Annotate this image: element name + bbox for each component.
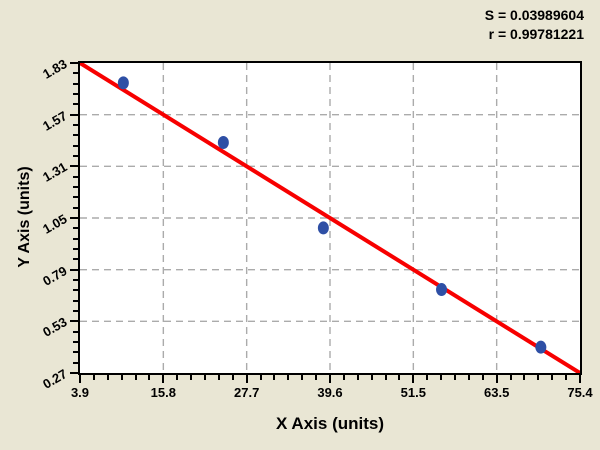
x-minor-tick [440, 375, 443, 380]
x-minor-tick [148, 375, 151, 380]
data-point [436, 283, 448, 297]
y-major-tick [70, 320, 78, 323]
y-minor-tick [73, 258, 78, 261]
x-minor-tick [356, 375, 359, 380]
y-tick-label: 1.57 [40, 107, 70, 134]
x-tick-label: 27.7 [234, 385, 260, 400]
y-minor-tick [73, 196, 78, 199]
x-minor-tick [537, 375, 540, 380]
x-tick-label: 3.9 [70, 385, 90, 400]
y-minor-tick [73, 227, 78, 230]
x-major-tick [495, 375, 498, 383]
x-minor-tick [384, 375, 387, 380]
x-minor-tick [398, 375, 401, 380]
x-tick-label: 75.4 [567, 385, 593, 400]
y-major-tick [70, 113, 78, 116]
y-minor-tick [73, 134, 78, 137]
x-minor-tick [190, 375, 193, 380]
y-minor-tick [73, 144, 78, 147]
y-tick-label: 0.53 [40, 314, 70, 341]
r-value-text: r = 0.99781221 [488, 26, 584, 42]
y-minor-tick [73, 82, 78, 85]
x-minor-tick [120, 375, 123, 380]
plot-area [78, 61, 582, 375]
y-minor-tick [73, 186, 78, 188]
x-minor-tick [454, 375, 456, 380]
x-minor-tick [481, 375, 484, 380]
x-minor-tick [565, 375, 568, 380]
x-minor-tick [370, 375, 373, 380]
y-minor-tick [73, 93, 78, 95]
x-axis-title: X Axis (units) [276, 414, 384, 433]
x-minor-tick [523, 375, 526, 380]
data-point [535, 340, 547, 354]
fit-statistics: S = 0.03989604 r = 0.99781221 [485, 6, 584, 44]
x-major-tick [412, 375, 415, 383]
y-minor-tick [73, 72, 78, 75]
chart-canvas [80, 63, 580, 373]
y-major-tick [70, 165, 78, 168]
y-minor-tick [73, 289, 78, 292]
x-tick-label: 39.6 [317, 385, 343, 400]
x-minor-tick [92, 375, 95, 380]
y-major-tick [70, 372, 78, 374]
x-minor-tick [287, 375, 290, 380]
x-minor-tick [426, 375, 429, 380]
x-minor-tick [217, 375, 220, 380]
y-minor-tick [73, 155, 78, 157]
x-minor-tick [551, 375, 554, 380]
x-major-tick [79, 375, 81, 383]
x-minor-tick [204, 375, 206, 380]
x-minor-tick [106, 375, 109, 380]
y-tick-label: 1.31 [40, 159, 70, 186]
x-minor-tick [315, 375, 318, 380]
y-major-tick [70, 217, 78, 219]
y-minor-tick [73, 103, 78, 106]
y-minor-tick [73, 206, 78, 209]
y-minor-tick [73, 351, 78, 354]
regression-line [80, 63, 580, 373]
y-minor-tick [73, 279, 78, 281]
x-minor-tick [231, 375, 234, 380]
x-minor-tick [301, 375, 304, 380]
x-minor-tick [273, 375, 276, 380]
x-major-tick [162, 375, 165, 383]
y-major-tick [70, 268, 78, 271]
x-minor-tick [176, 375, 179, 380]
x-minor-tick [509, 375, 512, 380]
y-minor-tick [73, 299, 78, 302]
x-tick-label: 63.5 [484, 385, 510, 400]
x-minor-tick [259, 375, 262, 380]
y-minor-tick [73, 361, 78, 364]
x-minor-tick [342, 375, 345, 380]
y-minor-tick [73, 175, 78, 178]
data-point [317, 221, 329, 235]
y-minor-tick [73, 248, 78, 250]
x-major-tick [329, 375, 331, 383]
x-major-tick [245, 375, 248, 383]
y-minor-tick [73, 310, 78, 312]
y-tick-label: 1.83 [40, 56, 70, 82]
y-tick-label: 0.79 [40, 262, 70, 289]
y-minor-tick [73, 124, 78, 126]
y-minor-tick [73, 341, 78, 343]
x-minor-tick [134, 375, 137, 380]
y-major-tick [70, 62, 78, 64]
data-point [217, 135, 229, 149]
x-tick-label: 15.8 [150, 385, 176, 400]
x-tick-label: 51.5 [400, 385, 426, 400]
data-point [117, 76, 129, 90]
y-minor-tick [73, 237, 78, 240]
x-minor-tick [467, 375, 470, 380]
y-minor-tick [73, 330, 78, 333]
x-major-tick [579, 375, 581, 383]
s-value-text: S = 0.03989604 [484, 7, 584, 23]
